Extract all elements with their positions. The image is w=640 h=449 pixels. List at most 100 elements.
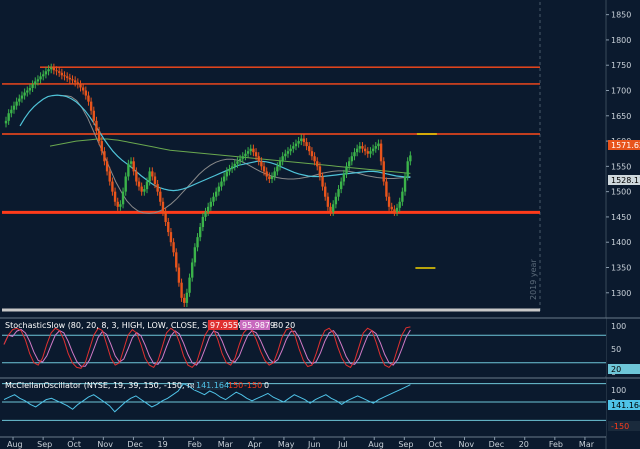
candle-body-45 bbox=[124, 176, 127, 192]
candle-body-108 bbox=[292, 146, 295, 149]
candle-body-59 bbox=[161, 201, 165, 212]
candle-body-97 bbox=[262, 166, 266, 172]
mcclellan-panel: 100 0 bbox=[0, 377, 640, 436]
candle-57 bbox=[156, 180, 159, 196]
candle-body-26 bbox=[73, 80, 77, 83]
candle-body-51 bbox=[140, 186, 143, 192]
candle-body-112 bbox=[302, 138, 306, 143]
candle-116 bbox=[313, 152, 316, 166]
candle-body-120 bbox=[324, 186, 327, 197]
mcclellan-line bbox=[3, 383, 411, 413]
candle-16 bbox=[47, 65, 50, 76]
candle-54 bbox=[148, 167, 151, 186]
candle-body-5 bbox=[18, 98, 21, 102]
stochastic-tick-1: 50 bbox=[611, 345, 621, 354]
candle-body-60 bbox=[164, 211, 167, 222]
mcclellan-tick-0: 100 bbox=[611, 386, 626, 395]
candle-40 bbox=[111, 177, 114, 196]
x-tick-label-10: Jun bbox=[307, 440, 321, 449]
candle-36 bbox=[100, 137, 103, 156]
candle-33 bbox=[92, 106, 95, 125]
candle-142 bbox=[382, 157, 385, 186]
stochastic-panel: 100500 bbox=[0, 317, 640, 377]
candle-body-71 bbox=[193, 247, 197, 263]
x-axis: Aug Sep Oct Nov Dec 19 Feb Mar Apr May Jun Jul Aug Se… bbox=[0, 436, 606, 449]
candle-113 bbox=[305, 138, 308, 151]
candle-17 bbox=[50, 63, 53, 74]
stochastic-d-line bbox=[3, 328, 411, 367]
candle-92 bbox=[249, 144, 252, 156]
x-tick-label-12: Aug bbox=[368, 440, 384, 449]
x-tick-label-5: 19 bbox=[158, 440, 168, 449]
candle-body-132 bbox=[355, 148, 359, 153]
candle-150 bbox=[403, 172, 407, 196]
candle-138 bbox=[371, 144, 375, 156]
stochastic-ob-label: 80 bbox=[273, 321, 283, 330]
candle-body-87 bbox=[236, 161, 239, 164]
candle-body-122 bbox=[329, 206, 332, 212]
candle-body-44 bbox=[121, 191, 125, 205]
x-tick-label-0: Aug bbox=[7, 440, 23, 449]
y-tick-label-11: 1300 bbox=[611, 289, 631, 298]
candle-body-86 bbox=[233, 163, 236, 167]
candle-66 bbox=[180, 278, 183, 302]
candle-42 bbox=[116, 197, 119, 211]
candle-body-101 bbox=[273, 171, 276, 177]
candle-body-3 bbox=[12, 105, 16, 110]
candle-35 bbox=[97, 126, 101, 146]
candle-body-95 bbox=[257, 156, 260, 162]
candle-3 bbox=[12, 101, 16, 114]
candle-body-115 bbox=[310, 151, 314, 157]
candle-body-30 bbox=[84, 90, 88, 96]
candle-body-39 bbox=[108, 171, 111, 182]
candle-body-32 bbox=[89, 101, 93, 111]
candle-109 bbox=[294, 139, 298, 151]
candle-74 bbox=[201, 212, 205, 232]
candle-body-117 bbox=[316, 161, 319, 167]
candle-body-37 bbox=[103, 151, 106, 162]
candle-86 bbox=[233, 159, 236, 171]
candle-body-63 bbox=[172, 242, 175, 253]
candle-body-14 bbox=[42, 74, 45, 77]
candle-119 bbox=[321, 172, 324, 191]
candle-88 bbox=[238, 154, 242, 166]
candle-body-15 bbox=[44, 71, 48, 75]
x-tick-label-9: May bbox=[278, 440, 295, 449]
candle-2 bbox=[10, 105, 13, 118]
candle-107 bbox=[289, 144, 292, 156]
candle-98 bbox=[265, 167, 268, 181]
candle-82 bbox=[222, 172, 226, 186]
y-tick-label-9: 1400 bbox=[611, 238, 631, 247]
candle-8 bbox=[26, 86, 29, 97]
candle-32 bbox=[89, 97, 93, 115]
candle-147 bbox=[395, 203, 399, 216]
ma-fast-line bbox=[19, 94, 411, 192]
candle-7 bbox=[23, 88, 26, 100]
candle-body-110 bbox=[297, 141, 300, 144]
candle-body-121 bbox=[326, 196, 330, 207]
candle-27 bbox=[76, 78, 80, 89]
candle-body-57 bbox=[156, 184, 159, 192]
mcclellan-bg bbox=[0, 378, 606, 436]
candle-146 bbox=[393, 205, 396, 216]
candle-50 bbox=[137, 177, 141, 191]
candle-body-0 bbox=[4, 120, 8, 124]
candle-body-116 bbox=[313, 156, 316, 162]
candle-21 bbox=[60, 68, 64, 80]
candle-body-1 bbox=[7, 113, 10, 121]
stochastic-k-line bbox=[3, 326, 411, 369]
candle-body-129 bbox=[347, 161, 351, 167]
candle-29 bbox=[81, 83, 85, 95]
candle-1 bbox=[7, 109, 10, 125]
x-tick-label-1: Sep bbox=[37, 440, 52, 449]
candle-72 bbox=[196, 233, 199, 252]
candle-140 bbox=[377, 139, 380, 151]
x-tick-label-14: Oct bbox=[428, 440, 442, 449]
candle-body-78 bbox=[212, 196, 215, 202]
candle-135 bbox=[363, 144, 367, 156]
candle-body-6 bbox=[20, 95, 24, 99]
candle-body-24 bbox=[68, 77, 72, 80]
candle-body-88 bbox=[238, 158, 242, 162]
candle-108 bbox=[292, 142, 295, 153]
x-tick-label-3: Nov bbox=[97, 440, 113, 449]
